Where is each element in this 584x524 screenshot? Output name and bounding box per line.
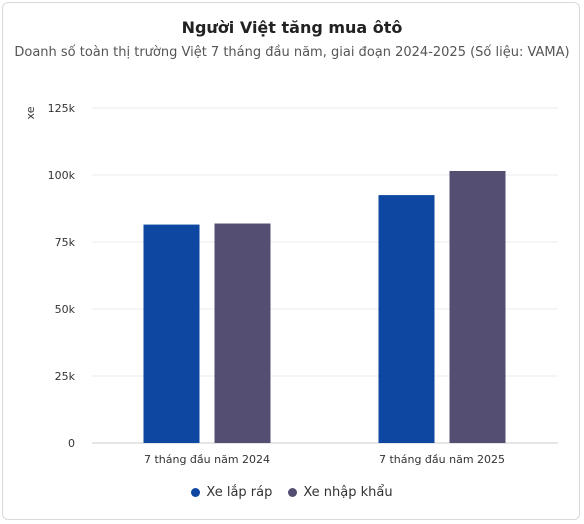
y-tick-label: 125k [48, 102, 76, 115]
legend-dot-assembled [191, 488, 201, 497]
legend-item-assembled[interactable]: Xe lắp ráp [191, 485, 272, 500]
y-tick-label: 100k [48, 169, 76, 182]
bars [143, 170, 506, 444]
legend-item-imported[interactable]: Xe nhập khẩu [288, 485, 393, 500]
bar-assembled[interactable] [378, 195, 435, 443]
y-tick-label: 0 [68, 437, 75, 450]
y-tick-label: 75k [55, 236, 76, 249]
legend-dot-imported [288, 488, 298, 497]
x-tick-label: 7 tháng đầu năm 2024 [144, 453, 270, 466]
y-tick-label: 50k [55, 303, 76, 316]
y-axis-label: xe [24, 106, 37, 119]
legend: Xe lắp ráp Xe nhập khẩu [0, 485, 584, 500]
legend-label-assembled: Xe lắp ráp [206, 485, 273, 500]
chart-title: Người Việt tăng mua ôtô [181, 18, 403, 37]
bar-assembled[interactable] [143, 224, 200, 443]
x-axis-ticks: 7 tháng đầu năm 2024 7 tháng đầu năm 2025 [144, 453, 505, 466]
bar-imported[interactable] [449, 170, 506, 444]
x-tick-label: 7 tháng đầu năm 2025 [379, 453, 505, 466]
chart-subtitle: Doanh số toàn thị trường Việt 7 tháng đầ… [14, 45, 570, 60]
bar-imported[interactable] [214, 223, 271, 443]
y-axis-ticks: 0 25k 50k 75k 100k 125k [48, 102, 76, 450]
y-tick-label: 25k [55, 370, 76, 383]
legend-label-imported: Xe nhập khẩu [303, 485, 393, 500]
